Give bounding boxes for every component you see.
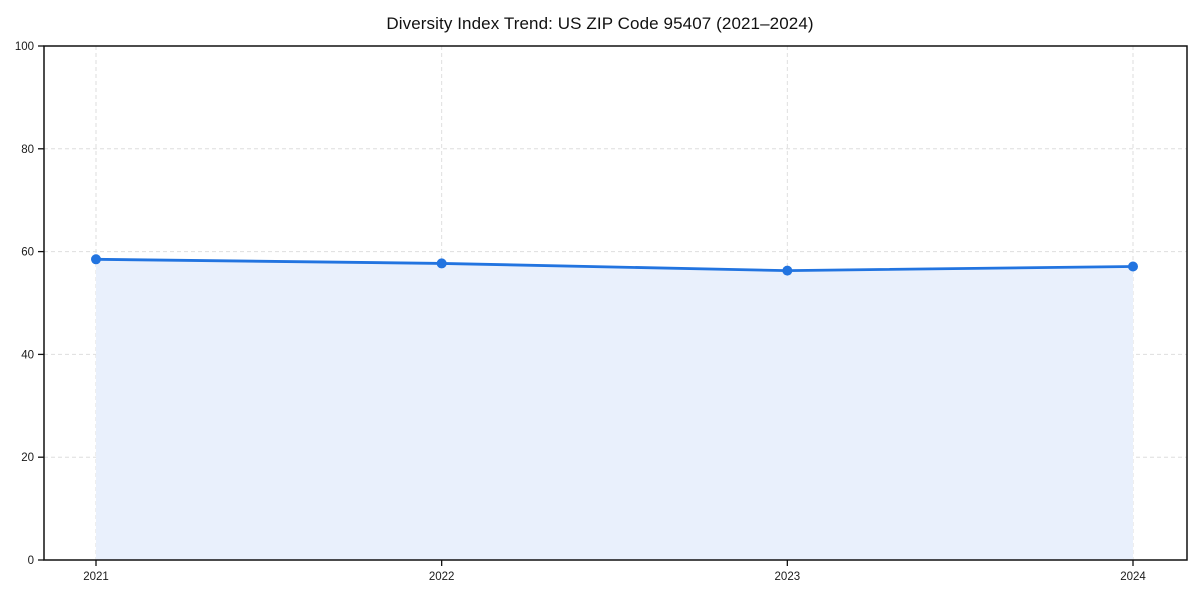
data-points — [91, 254, 1138, 276]
y-tick-label: 20 — [21, 452, 34, 464]
data-point — [436, 258, 447, 269]
y-tick-label: 40 — [21, 349, 34, 361]
x-tick-label: 2023 — [775, 571, 801, 583]
x-tick-label: 2024 — [1120, 571, 1146, 583]
y-tick-label: 80 — [21, 144, 34, 156]
data-point — [91, 254, 101, 265]
plot-border — [43, 45, 1188, 561]
area-fill — [96, 259, 1133, 560]
data-point — [782, 265, 793, 276]
y-tick-label: 0 — [28, 555, 34, 567]
chart-title: Diversity Index Trend: US ZIP Code 95407… — [386, 14, 814, 33]
x-tick-label: 2021 — [83, 571, 109, 583]
x-tick-label: 2022 — [429, 571, 455, 583]
y-tick-label: 60 — [21, 247, 34, 259]
y-tick-label: 100 — [15, 41, 34, 53]
data-point — [1128, 261, 1138, 272]
y-axis: 0 20 40 60 80 100 — [15, 41, 44, 567]
x-axis: 2021 2022 2023 2024 — [83, 560, 1146, 583]
trend-line — [94, 257, 1135, 273]
